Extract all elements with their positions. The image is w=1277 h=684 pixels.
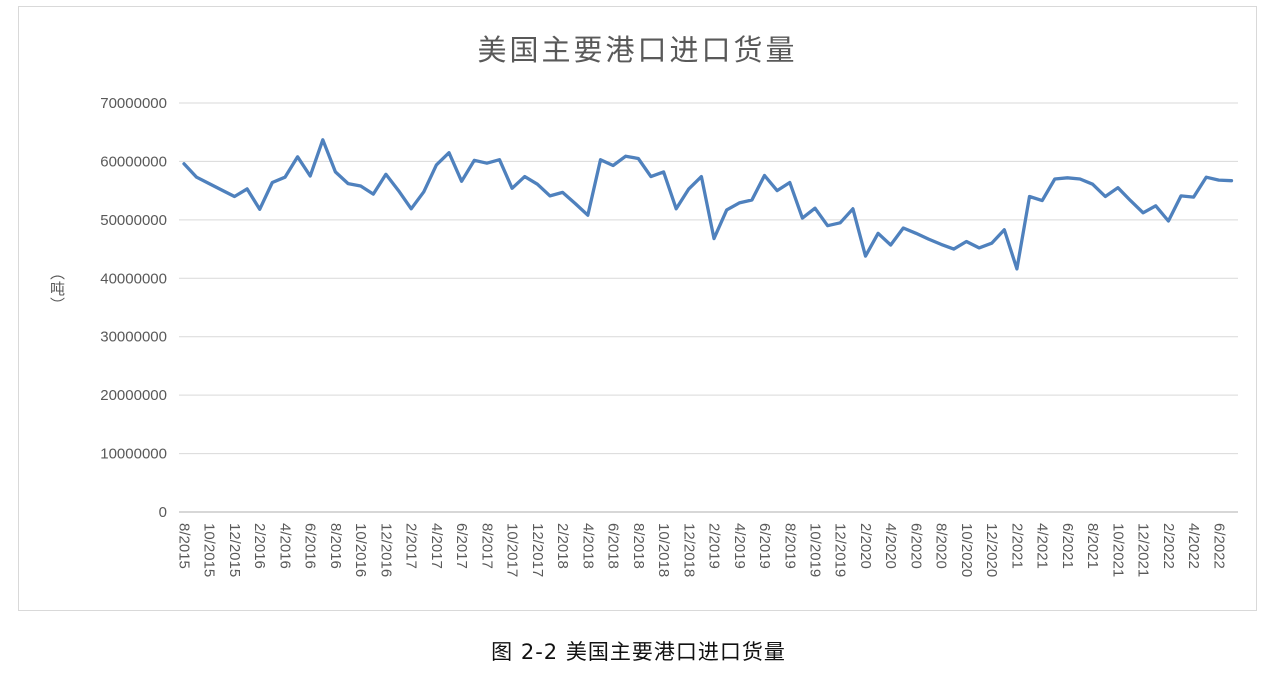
x-tick-label: 2/2016 (251, 523, 268, 569)
data-line (182, 138, 1234, 271)
x-tick-label: 6/2016 (302, 523, 319, 569)
x-tick-label: 10/2018 (655, 523, 672, 577)
x-tick-label: 10/2021 (1109, 523, 1126, 577)
x-tick-label: 6/2020 (907, 523, 924, 569)
y-tick-label: 20000000 (100, 387, 167, 404)
x-tick-label: 4/2017 (428, 523, 445, 569)
x-tick-label: 12/2015 (226, 523, 243, 577)
x-tick-label: 10/2020 (958, 523, 975, 577)
x-tick-label: 8/2021 (1084, 523, 1101, 569)
y-tick-label: 0 (159, 504, 167, 521)
plot-svg: 0 10000000 20000000 30000000 40000000 5000000… (100, 95, 1238, 577)
chart-title: 美国主要港口进口货量 (477, 33, 798, 67)
x-tick-label: 8/2017 (478, 523, 495, 569)
x-tick-label: 2/2019 (706, 523, 723, 569)
x-tick-label: 6/2022 (1210, 523, 1227, 569)
x-tick-label: 6/2019 (756, 523, 773, 569)
x-tick-label: 12/2017 (529, 523, 546, 577)
x-tick-label: 12/2020 (983, 523, 1000, 577)
x-tick-label: 8/2018 (630, 523, 647, 569)
x-tick-label: 8/2019 (781, 523, 798, 569)
y-axis-title: （吨） (48, 265, 65, 313)
x-tick-label: 2/2018 (554, 523, 571, 569)
y-tick-label: 60000000 (100, 153, 167, 170)
x-tick-label: 4/2016 (276, 523, 293, 569)
x-tick-label: 8/2016 (327, 523, 344, 569)
x-tick-label: 4/2018 (579, 523, 596, 569)
x-tick-label: 12/2021 (1135, 523, 1152, 577)
x-tick-label: 12/2018 (680, 523, 697, 577)
x-tick-label: 2/2020 (857, 523, 874, 569)
x-tick-label: 2/2017 (403, 523, 420, 569)
x-tick-label: 8/2020 (933, 523, 950, 569)
y-tick-label: 10000000 (100, 446, 167, 463)
x-tick-label: 4/2020 (882, 523, 899, 569)
x-tick-label: 6/2021 (1059, 523, 1076, 569)
x-tick-label: 4/2021 (1034, 523, 1051, 569)
x-tick-label: 12/2016 (377, 523, 394, 577)
x-tick-label: 8/2015 (176, 523, 193, 569)
x-tick-label: 4/2019 (731, 523, 748, 569)
x-tick-label: 12/2019 (832, 523, 849, 577)
x-tick-label: 10/2015 (201, 523, 218, 577)
x-tick-label: 6/2017 (453, 523, 470, 569)
y-tick-label: 70000000 (100, 95, 167, 112)
x-tick-label: 10/2019 (807, 523, 824, 577)
x-tick-label: 10/2016 (352, 523, 369, 577)
figure-caption: 图 2-2 美国主要港口进口货量 (491, 640, 786, 664)
chart-frame: 美国主要港口进口货量 （吨） 0 10000000 20000000 30000000… (18, 6, 1257, 611)
x-tick-label: 6/2018 (605, 523, 622, 569)
x-tick-label: 2/2022 (1160, 523, 1177, 569)
y-tick-label: 50000000 (100, 212, 167, 229)
y-tick-label: 40000000 (100, 270, 167, 287)
x-tick-label: 4/2022 (1185, 523, 1202, 569)
y-tick-label: 30000000 (100, 329, 167, 346)
x-tick-label: 2/2021 (1008, 523, 1025, 569)
x-tick-label: 10/2017 (504, 523, 521, 577)
